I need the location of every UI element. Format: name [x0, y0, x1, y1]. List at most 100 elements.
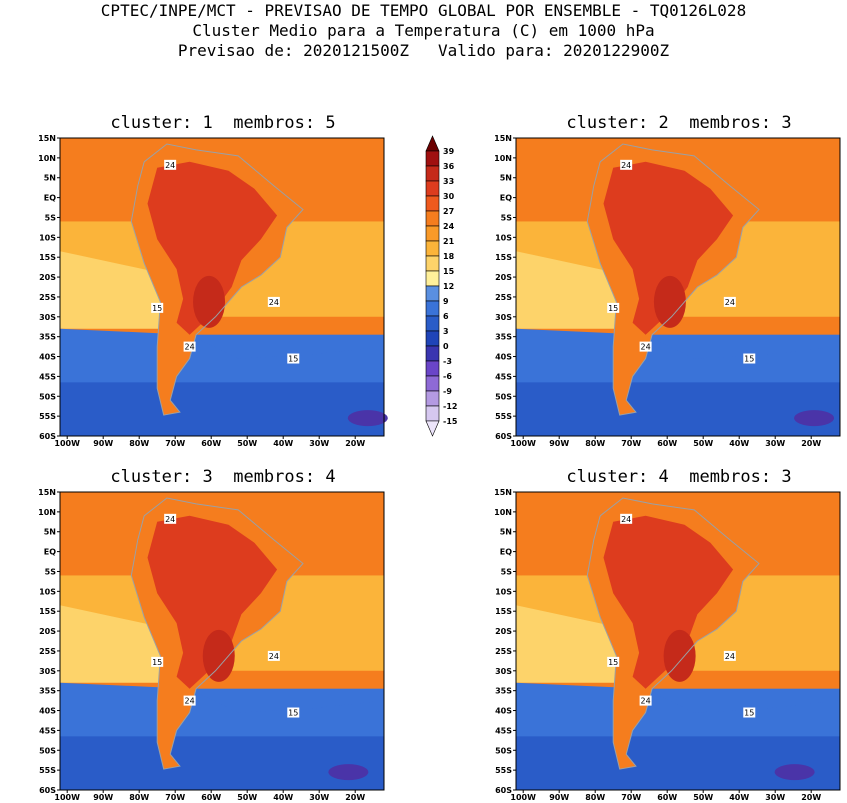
lat-tick-label: 20S: [39, 627, 56, 636]
lon-tick-label: 20W: [801, 439, 821, 448]
colorbar-label: -6: [443, 372, 452, 381]
lon-tick-label: 50W: [693, 793, 713, 802]
colorbar-swatch: [425, 360, 440, 377]
lat-tick-label: 10N: [38, 508, 56, 517]
contour-label: 24: [164, 159, 177, 170]
panel4-title: cluster: 4 membros: 3: [566, 467, 792, 487]
lon-tick-label: 30W: [309, 439, 329, 448]
lat-tick-label: 25S: [39, 647, 56, 656]
lon-tick-label: 90W: [549, 793, 569, 802]
colorbar-label: 36: [443, 162, 455, 171]
lon-tick-label: 30W: [765, 439, 785, 448]
colorbar-label: 39: [443, 147, 455, 156]
lat-tick-label: 15N: [38, 488, 56, 497]
lat-tick-label: 50S: [495, 746, 512, 755]
svg-text:24: 24: [621, 161, 631, 170]
contour-label: 15: [287, 707, 300, 718]
colorbar-label: 33: [443, 177, 454, 186]
lon-tick-label: 20W: [345, 793, 365, 802]
header-line2: Cluster Medio para a Temperatura (C) em …: [192, 21, 655, 40]
lat-tick-label: 40S: [39, 353, 56, 362]
contour-label: 24: [267, 650, 280, 661]
contour-label: 24: [620, 513, 633, 524]
panel3-title: cluster: 3 membros: 4: [110, 467, 336, 487]
lon-tick-label: 70W: [165, 439, 185, 448]
lat-tick-label: 60S: [495, 432, 512, 441]
colorbar-label: -9: [443, 387, 452, 396]
lon-tick-label: 60W: [657, 439, 677, 448]
svg-text:24: 24: [165, 161, 175, 170]
lon-tick-label: 40W: [273, 793, 293, 802]
colorbar-swatch: [425, 315, 440, 332]
lat-tick-label: 10S: [39, 587, 56, 596]
lat-tick-label: 45S: [495, 726, 512, 735]
contour-label: 24: [183, 341, 196, 352]
map-panel-cluster-2: 15N 10N 5N EQ 5S 10S 15S 20S 25S 30S 35S 40S 45S 50S 5…: [494, 134, 841, 448]
panel2-title: cluster: 2 membros: 3: [566, 113, 792, 133]
lat-tick-label: 15S: [39, 253, 56, 262]
lat-tick-label: 10N: [38, 154, 56, 163]
lon-tick-label: 50W: [693, 439, 713, 448]
lon-tick-label: 90W: [93, 439, 113, 448]
lat-tick-label: 10N: [494, 508, 512, 517]
lat-tick-label: 5S: [45, 213, 57, 222]
lon-tick-label: 40W: [273, 439, 293, 448]
lat-tick-label: 35S: [39, 687, 56, 696]
map-panel-cluster-3: 15N 10N 5N EQ 5S 10S 15S 20S 25S 30S 35S 40S 45S 50S 5…: [38, 488, 385, 802]
svg-text:24: 24: [641, 343, 651, 352]
lat-tick-label: 60S: [39, 786, 56, 795]
colorbar-label: 21: [443, 237, 455, 246]
lat-tick-label: 15S: [495, 253, 512, 262]
lon-tick-label: 60W: [657, 793, 677, 802]
svg-text:15: 15: [152, 304, 162, 313]
header-line1: CPTEC/INPE/MCT - PREVISAO DE TEMPO GLOBA…: [100, 1, 747, 20]
lat-tick-label: 45S: [39, 372, 56, 381]
lat-tick-label: 5S: [501, 213, 513, 222]
lat-tick-label: 10S: [495, 233, 512, 242]
lat-tick-label: 20S: [495, 627, 512, 636]
lon-tick-label: 70W: [165, 793, 185, 802]
contour-label: 24: [183, 695, 196, 706]
lat-tick-label: 20S: [39, 273, 56, 282]
lon-tick-label: 50W: [237, 439, 257, 448]
svg-text:24: 24: [725, 298, 735, 307]
colorbar-label: 15: [443, 267, 455, 276]
colorbar-swatch: [425, 300, 440, 317]
contour-label: 15: [287, 353, 300, 364]
lon-tick-label: 80W: [585, 439, 605, 448]
lon-tick-label: 100W: [510, 793, 536, 802]
contour-label: 15: [743, 353, 756, 364]
colorbar-swatch: [425, 405, 440, 422]
panel1-title: cluster: 1 membros: 5: [110, 113, 336, 133]
map-panel-cluster-4: 15N 10N 5N EQ 5S 10S 15S 20S 25S 30S 35S 40S 45S 50S 5…: [494, 488, 841, 802]
colorbar-label: 30: [443, 192, 455, 201]
lat-tick-label: 40S: [39, 707, 56, 716]
colorbar-swatch: [425, 225, 440, 242]
lat-tick-label: 25S: [495, 647, 512, 656]
colorbar-swatch: [425, 270, 440, 287]
lat-tick-label: 10S: [39, 233, 56, 242]
svg-text:24: 24: [269, 652, 279, 661]
svg-text:24: 24: [185, 343, 195, 352]
colorbar-label: 3: [443, 327, 449, 336]
lat-tick-label: 10N: [494, 154, 512, 163]
lat-tick-label: 35S: [495, 333, 512, 342]
lat-tick-label: 15S: [495, 607, 512, 616]
lon-tick-label: 100W: [510, 439, 536, 448]
colorbar-swatch: [425, 285, 440, 302]
map-panel-cluster-1: 15N 10N 5N EQ 5S 10S 15S 20S 25S 30S 35S 40S 45S 50S 5…: [38, 134, 388, 448]
contour-label: 24: [620, 159, 633, 170]
lat-tick-label: 40S: [495, 707, 512, 716]
lon-tick-label: 80W: [129, 793, 149, 802]
colorbar-label: 18: [443, 252, 455, 261]
svg-text:24: 24: [725, 652, 735, 661]
lat-tick-label: 15N: [494, 488, 512, 497]
lat-tick-label: 15S: [39, 607, 56, 616]
lat-tick-label: 5N: [44, 174, 56, 183]
lat-tick-label: 20S: [495, 273, 512, 282]
colorbar-label: 12: [443, 282, 454, 291]
lon-tick-label: 80W: [585, 793, 605, 802]
svg-text:15: 15: [744, 355, 754, 364]
contour-label: 24: [723, 650, 736, 661]
